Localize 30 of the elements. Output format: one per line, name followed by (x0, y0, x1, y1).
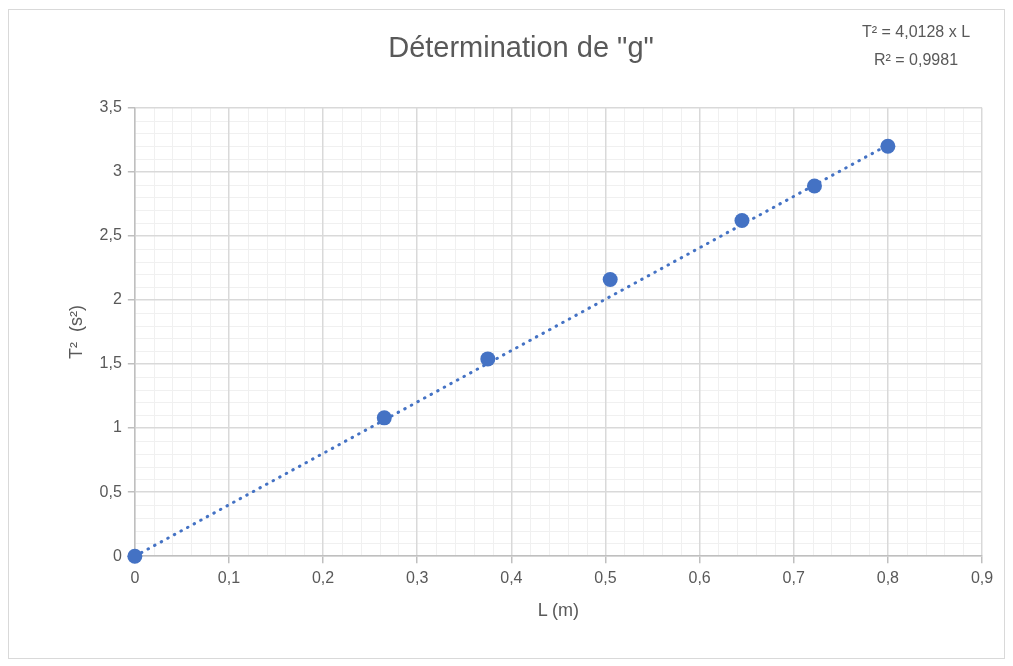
x-tick-label: 0,3 (406, 569, 429, 587)
y-tick-label: 2 (112, 290, 122, 308)
y-tick-label: 3,5 (99, 98, 122, 116)
x-tick-label: 0,5 (594, 569, 617, 587)
point (880, 138, 896, 154)
x-tick-label: 0,7 (782, 569, 805, 587)
point (127, 548, 143, 564)
y-axis-title: T² (s²) (65, 305, 86, 359)
text: R² = 0,9981 (873, 51, 959, 69)
x-tick-label: 0,9 (970, 569, 994, 587)
y-tick-label: 2,5 (99, 226, 122, 244)
x-tick-label: 0,2 (311, 569, 335, 587)
point (602, 271, 618, 287)
point (806, 178, 822, 194)
y-tick-label: 0,5 (99, 482, 122, 500)
point (376, 410, 392, 426)
x-tick-label: 0,8 (876, 569, 900, 587)
y-tick-label: 1 (112, 418, 122, 436)
x-tick-label: 0,1 (217, 569, 241, 587)
y-tick-label: 3 (112, 162, 122, 180)
x-tick-label: 0 (130, 569, 140, 587)
y-tick-label: 1,5 (99, 354, 122, 372)
chart-title: Détermination de "g" (388, 31, 654, 64)
point (734, 213, 750, 229)
y-tick-label: 0 (112, 546, 122, 564)
x-axis-title: L (m) (537, 600, 580, 621)
x-tick-label: 0,4 (500, 569, 523, 587)
x-tick-label: 0,6 (688, 569, 711, 587)
point (480, 351, 496, 367)
text: T² = 4,0128 x L (861, 23, 971, 41)
